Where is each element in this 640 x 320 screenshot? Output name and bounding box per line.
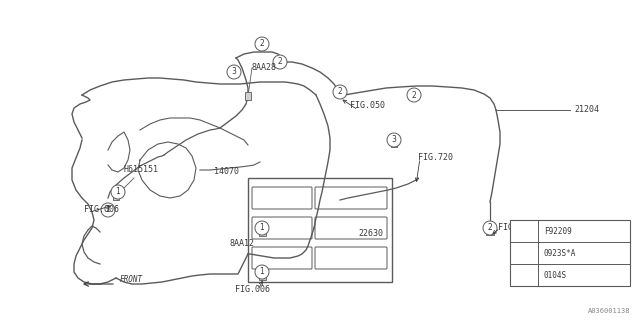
Circle shape (517, 224, 531, 238)
Circle shape (407, 88, 421, 102)
Text: FIG.050: FIG.050 (350, 101, 385, 110)
Text: A036001138: A036001138 (588, 308, 630, 314)
Bar (486, 229, 494, 235)
Text: 14070: 14070 (214, 167, 239, 177)
Text: 1: 1 (260, 223, 264, 233)
Text: 2: 2 (260, 39, 264, 49)
Circle shape (101, 203, 115, 217)
Text: 3: 3 (392, 135, 396, 145)
Bar (248, 178, 392, 282)
Bar (391, 139, 397, 147)
Circle shape (255, 221, 269, 235)
Text: 0104S: 0104S (544, 270, 567, 279)
Circle shape (111, 185, 125, 199)
Circle shape (333, 85, 347, 99)
Circle shape (255, 37, 269, 51)
Text: 0923S*A: 0923S*A (544, 249, 577, 258)
Text: 2: 2 (338, 87, 342, 97)
Text: 2: 2 (488, 223, 492, 233)
Bar (245, 92, 251, 100)
Text: 22630: 22630 (358, 229, 383, 238)
Text: 21204: 21204 (574, 106, 599, 115)
Bar (259, 273, 266, 279)
Text: FIG.720: FIG.720 (418, 154, 453, 163)
Text: 3: 3 (522, 272, 526, 278)
Text: 2: 2 (522, 250, 526, 256)
Circle shape (517, 268, 531, 282)
Circle shape (387, 133, 401, 147)
Text: FIG.035: FIG.035 (498, 223, 533, 233)
Text: 8AA12: 8AA12 (230, 239, 255, 249)
Text: 8AA28: 8AA28 (252, 63, 277, 73)
Circle shape (483, 221, 497, 235)
Text: FIG.006: FIG.006 (84, 205, 119, 214)
Text: 1: 1 (106, 205, 110, 214)
Text: 2: 2 (278, 58, 282, 67)
Bar (259, 228, 266, 236)
Text: 1: 1 (522, 228, 526, 234)
Circle shape (255, 265, 269, 279)
Text: FIG.006: FIG.006 (234, 285, 269, 294)
Bar (510, 220, 630, 286)
Text: 3: 3 (232, 68, 236, 76)
Bar (113, 192, 119, 200)
Text: 2: 2 (412, 91, 417, 100)
Circle shape (227, 65, 241, 79)
Bar (335, 88, 341, 96)
Circle shape (517, 246, 531, 260)
Bar (408, 93, 416, 99)
Text: H615151: H615151 (124, 165, 159, 174)
Text: 1: 1 (260, 268, 264, 276)
Circle shape (273, 55, 287, 69)
Text: FRONT: FRONT (120, 276, 143, 284)
Text: F92209: F92209 (544, 227, 572, 236)
Text: 1: 1 (116, 188, 120, 196)
